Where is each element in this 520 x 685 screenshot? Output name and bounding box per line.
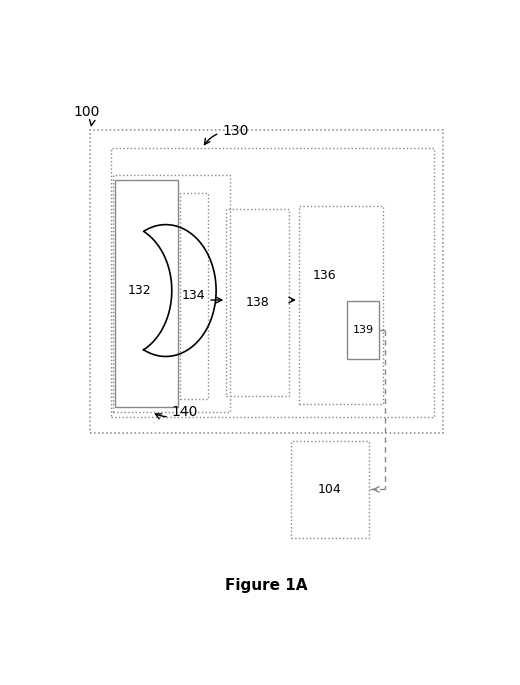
Text: 140: 140 (155, 405, 198, 419)
Text: 104: 104 (318, 483, 342, 496)
Text: 136: 136 (313, 269, 336, 282)
Text: Figure 1A: Figure 1A (225, 578, 308, 593)
Text: 134: 134 (182, 289, 206, 302)
Text: 139: 139 (353, 325, 374, 335)
Text: 130: 130 (204, 124, 249, 145)
Text: 138: 138 (245, 296, 269, 309)
Text: 100: 100 (73, 105, 99, 125)
FancyBboxPatch shape (347, 301, 380, 359)
Text: 132: 132 (128, 284, 151, 297)
